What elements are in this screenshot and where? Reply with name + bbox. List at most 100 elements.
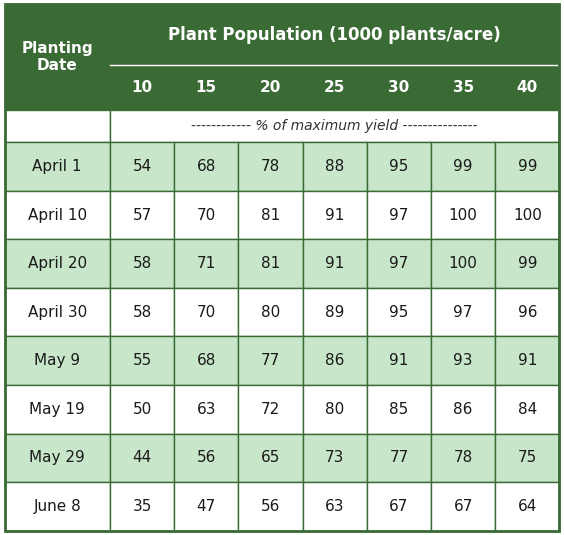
Bar (5, 239, 110, 288)
Text: May 9: May 9 (34, 353, 80, 368)
Bar (110, 65, 174, 110)
Bar (303, 191, 367, 239)
Bar (110, 142, 174, 191)
Bar (495, 191, 559, 239)
Bar (431, 482, 495, 531)
Text: 64: 64 (518, 499, 537, 514)
Text: 73: 73 (325, 450, 345, 465)
Bar (495, 288, 559, 337)
Text: 35: 35 (133, 499, 152, 514)
Text: 75: 75 (518, 450, 537, 465)
Bar (303, 288, 367, 337)
Bar (110, 337, 174, 385)
Bar (303, 142, 367, 191)
Bar (239, 337, 303, 385)
Bar (495, 385, 559, 433)
Text: 86: 86 (453, 402, 473, 417)
Bar (110, 482, 174, 531)
Bar (495, 65, 559, 110)
Text: 100: 100 (449, 256, 478, 271)
Text: 78: 78 (261, 159, 280, 174)
Bar (239, 191, 303, 239)
Bar (367, 433, 431, 482)
Text: 96: 96 (518, 304, 537, 320)
Bar (367, 337, 431, 385)
Text: 99: 99 (518, 256, 537, 271)
Bar (110, 239, 174, 288)
Bar (110, 191, 174, 239)
Bar (367, 239, 431, 288)
Bar (174, 142, 239, 191)
Bar (5, 433, 110, 482)
Text: 68: 68 (197, 159, 216, 174)
Bar (174, 288, 239, 337)
Bar (239, 433, 303, 482)
Bar (303, 433, 367, 482)
Bar (239, 239, 303, 288)
Text: 56: 56 (197, 450, 216, 465)
Bar (431, 385, 495, 433)
Text: 35: 35 (452, 80, 474, 95)
Bar (174, 65, 239, 110)
Bar (110, 110, 559, 142)
Bar (367, 482, 431, 531)
Bar (5, 337, 110, 385)
Bar (431, 288, 495, 337)
Text: 63: 63 (196, 402, 216, 417)
Text: 50: 50 (133, 402, 152, 417)
Text: 91: 91 (518, 353, 537, 368)
Bar (431, 337, 495, 385)
Text: 78: 78 (453, 450, 473, 465)
Text: 99: 99 (518, 159, 537, 174)
Text: 58: 58 (133, 304, 152, 320)
Bar (495, 239, 559, 288)
Text: 84: 84 (518, 402, 537, 417)
Text: 95: 95 (389, 304, 409, 320)
Bar (5, 142, 110, 191)
Text: May 19: May 19 (29, 402, 85, 417)
Bar (174, 337, 239, 385)
Text: 97: 97 (389, 256, 409, 271)
Bar (495, 337, 559, 385)
Text: 86: 86 (325, 353, 345, 368)
Text: 67: 67 (453, 499, 473, 514)
Bar (367, 385, 431, 433)
Bar (303, 239, 367, 288)
Text: 56: 56 (261, 499, 280, 514)
Bar (174, 191, 239, 239)
Text: 77: 77 (389, 450, 408, 465)
Text: 91: 91 (325, 256, 345, 271)
Text: 47: 47 (197, 499, 216, 514)
Bar (5, 4, 110, 110)
Bar (303, 385, 367, 433)
Bar (239, 142, 303, 191)
Text: 70: 70 (197, 208, 216, 223)
Text: 70: 70 (197, 304, 216, 320)
Text: 57: 57 (133, 208, 152, 223)
Text: 91: 91 (325, 208, 345, 223)
Text: 97: 97 (453, 304, 473, 320)
Bar (174, 433, 239, 482)
Text: April 30: April 30 (28, 304, 87, 320)
Text: 80: 80 (325, 402, 345, 417)
Text: June 8: June 8 (33, 499, 81, 514)
Bar (367, 288, 431, 337)
Text: 58: 58 (133, 256, 152, 271)
Text: 25: 25 (324, 80, 345, 95)
Bar (431, 239, 495, 288)
Text: 40: 40 (517, 80, 538, 95)
Text: 68: 68 (197, 353, 216, 368)
Text: 55: 55 (133, 353, 152, 368)
Text: 100: 100 (513, 208, 542, 223)
Bar (303, 482, 367, 531)
Text: Planting
Date: Planting Date (21, 41, 93, 73)
Text: 44: 44 (133, 450, 152, 465)
Bar (110, 4, 559, 65)
Bar (239, 482, 303, 531)
Text: 88: 88 (325, 159, 345, 174)
Bar (495, 433, 559, 482)
Text: 91: 91 (389, 353, 409, 368)
Text: 100: 100 (449, 208, 478, 223)
Bar (5, 110, 110, 142)
Text: 54: 54 (133, 159, 152, 174)
